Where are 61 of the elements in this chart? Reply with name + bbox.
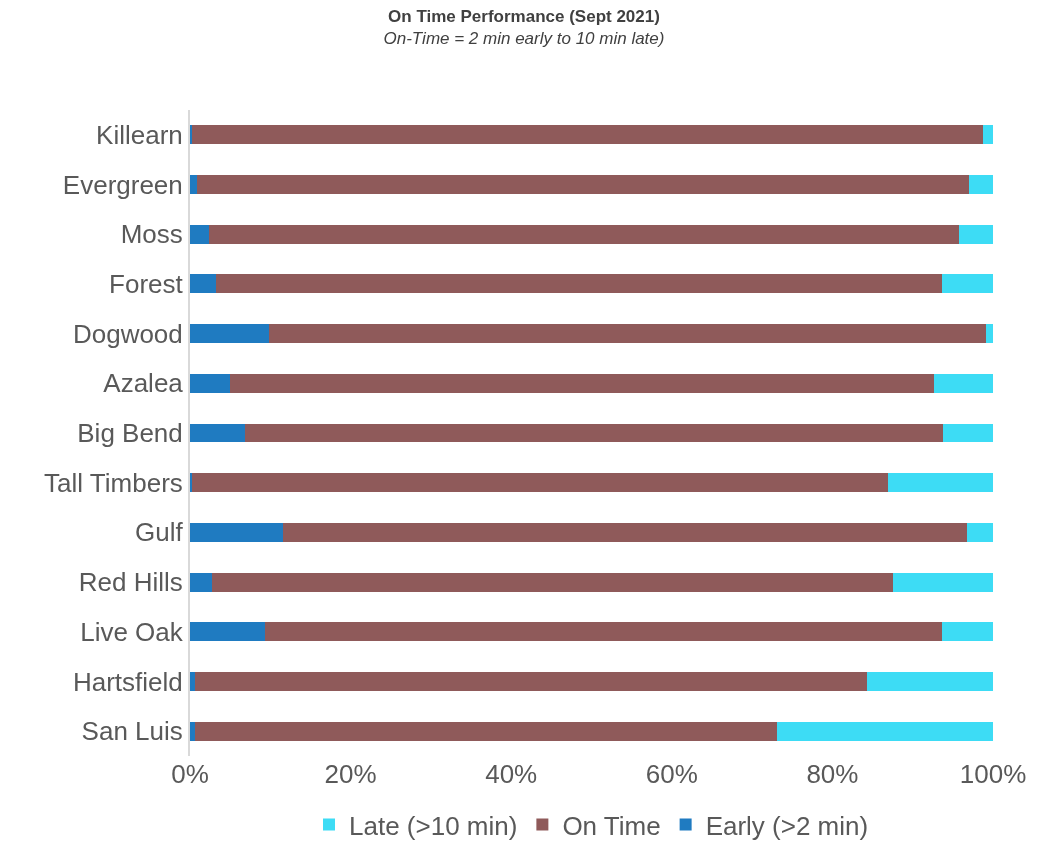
bar [941,622,993,642]
y-tick-label: Evergreen [62,169,183,200]
x-tick-label: 100% [959,759,1027,789]
y-tick-label: Tall Timbers [44,467,183,498]
x-tick-label: 0% [171,759,209,789]
bar [190,572,213,592]
x-tick-label: 20% [324,759,377,789]
bar [212,572,893,592]
bar [283,522,968,542]
bar [194,672,867,691]
bar [190,622,265,642]
y-tick-label: Big Bend [77,418,183,449]
y-tick-label: Hartsfield [72,666,183,697]
y-tick-label: San Luis [81,716,183,747]
bar [776,721,993,741]
bar [887,473,993,493]
bar [192,473,888,493]
y-tick-label: Azalea [103,368,184,399]
bar [943,423,993,443]
bar [190,522,284,542]
bar [190,175,198,194]
bar [190,672,195,691]
bar [190,721,195,741]
bar [866,672,993,691]
bar [268,324,986,344]
bar [215,274,943,294]
bar [190,224,210,244]
bar [959,224,993,244]
bar [192,125,984,145]
x-tick-label: 40% [485,759,538,789]
y-tick-label: Killearn [96,119,183,150]
y-tick-label: Dogwood [72,318,183,349]
y-tick-label: Forest [109,269,184,300]
y-tick-label: Live Oak [80,616,184,647]
bar [197,175,969,194]
bar [194,721,777,741]
bar [209,224,960,244]
bar [968,175,993,194]
y-tick-label: Moss [120,219,183,250]
bar [967,522,993,542]
bar [985,324,993,344]
x-tick-label: 60% [645,759,698,789]
bar [934,373,993,393]
y-tick-label: Red Hills [78,567,183,598]
y-tick-label: Gulf [135,517,184,548]
legend-label: Late (>10 min) [349,810,518,841]
bar [190,373,231,393]
bar [983,125,993,145]
bar [190,274,216,294]
x-tick-label: 80% [806,759,859,789]
bar [264,622,942,642]
chart-title: On Time Performance (Sept 2021) [388,6,660,26]
chart-subtitle: On-Time = 2 min early to 10 min late) [383,28,665,48]
bar [230,373,935,393]
bar [942,274,993,294]
legend-label: Early (>2 min) [705,810,869,841]
bar [892,572,993,592]
legend-label: On Time [562,810,661,841]
bar [244,423,944,443]
bar [190,324,269,344]
bar [190,423,245,443]
